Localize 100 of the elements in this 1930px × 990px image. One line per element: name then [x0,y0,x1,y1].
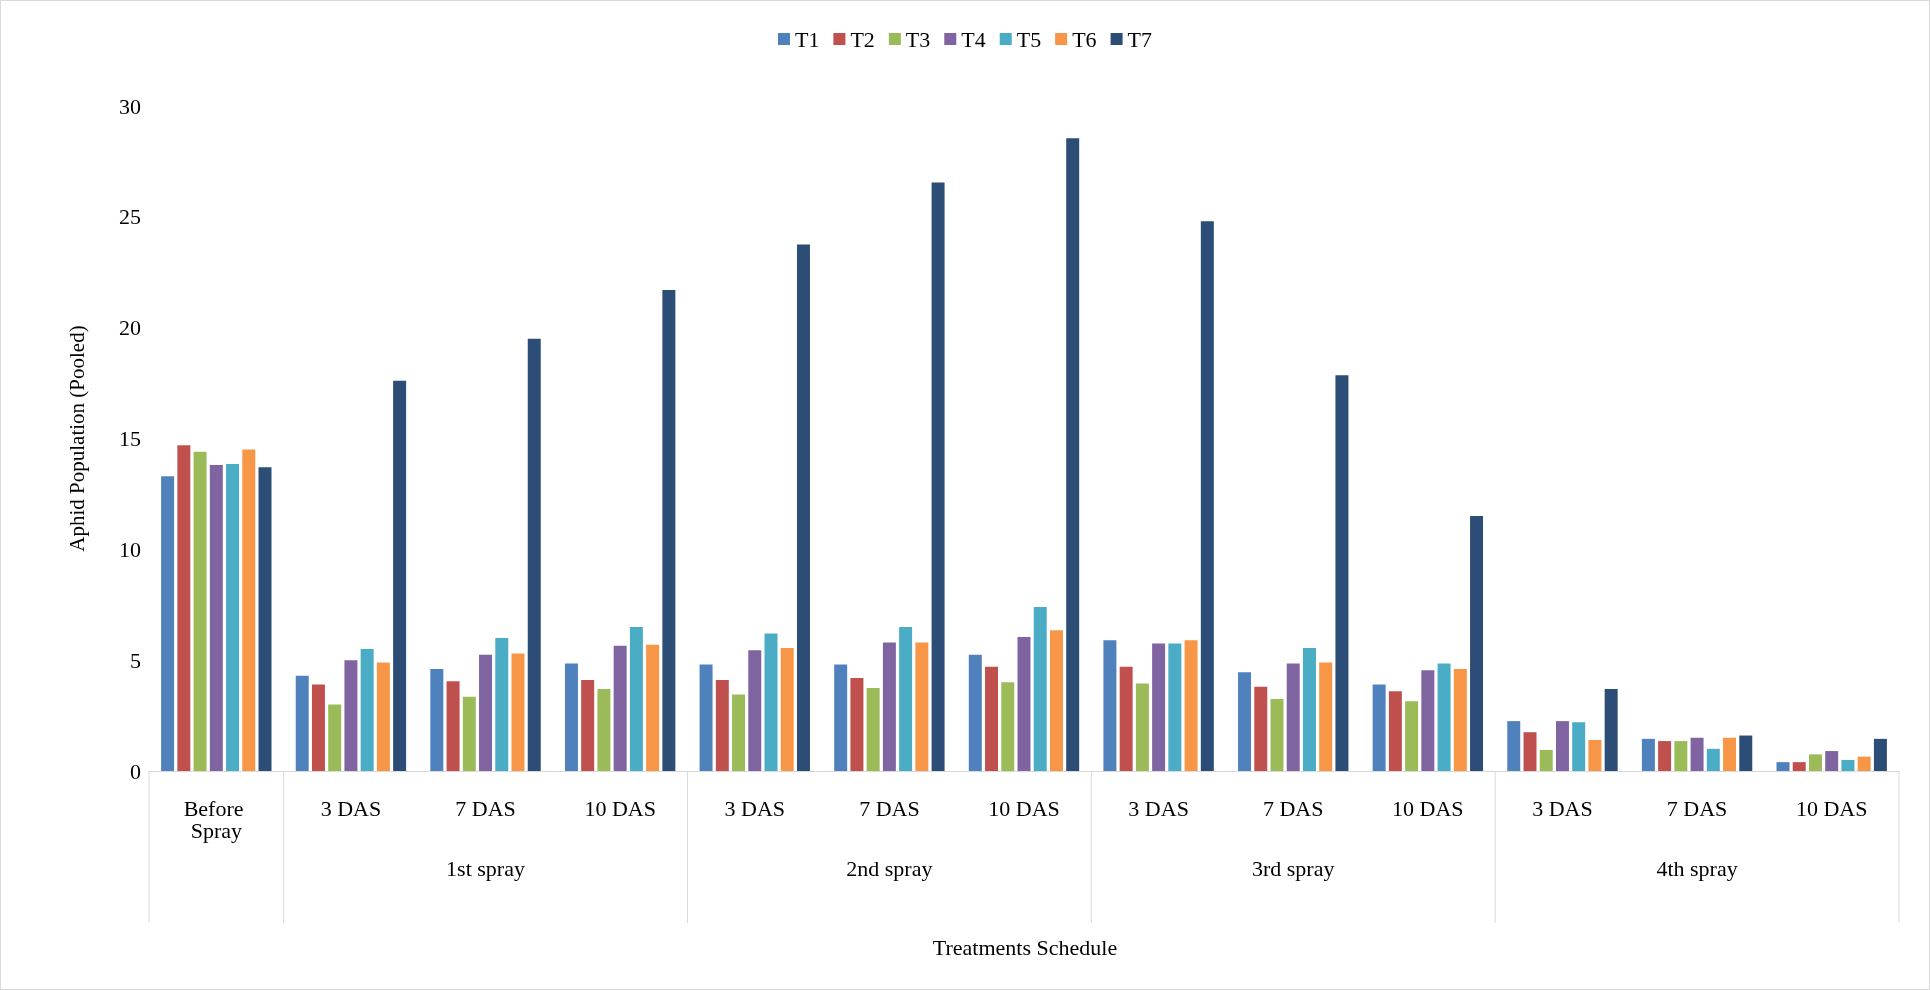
bar [613,645,627,771]
y-axis-title: Aphid Population (Pooled) [64,325,89,552]
legend-label: T4 [961,26,986,52]
x-tick-label: 7 DAS [1262,795,1324,821]
bar [662,289,676,771]
bar [1049,630,1063,771]
bar [1302,647,1316,771]
x-axis-title: Treatments Schedule [932,934,1118,960]
bar [430,669,444,771]
bar [258,467,272,771]
bar [1388,691,1402,771]
x-tick-label: 10 DAS [1795,795,1868,821]
y-tick-label: 0 [130,758,141,784]
bar [899,626,913,771]
bar [1033,606,1047,771]
bar [866,687,880,771]
bar [1254,686,1268,771]
bar [732,694,746,771]
bar [1690,737,1704,771]
x-tick-label: Before Spray [183,795,249,843]
bar [915,642,929,771]
bar [597,688,611,771]
legend-label: T6 [1072,26,1097,52]
bar [511,653,525,771]
bar [699,664,713,771]
bar [1555,721,1569,771]
bar [1808,754,1822,771]
y-tick-label: 20 [119,315,141,341]
bar [1286,663,1300,771]
text: 1st spray [446,855,525,881]
x-tick-label: 7 DAS [1666,795,1728,821]
bar [1792,762,1806,771]
bar [764,633,778,771]
x-tick-label: 3 DAS [320,795,382,821]
bar [1776,762,1790,771]
bar [882,642,896,771]
legend-label: T5 [1016,26,1042,52]
bar [1572,722,1586,771]
y-tick-label: 30 [119,93,141,119]
bar [629,626,643,771]
legend-label: T1 [794,26,820,52]
bar [1739,735,1753,771]
bar [1604,688,1618,771]
bar [985,666,999,771]
bar [360,649,374,771]
bar [564,663,578,771]
bar [311,684,325,771]
bar [462,696,476,771]
bar [1523,732,1537,771]
bar [1119,666,1133,771]
bar [446,681,460,771]
bar [344,660,358,771]
x-tick-label: 10 DAS [584,795,656,821]
bar [1152,643,1166,771]
x-tick-label: 10 DAS [1392,795,1464,821]
x-tick-label: 3 DAS [1128,795,1189,821]
bar [1135,683,1149,771]
bar [646,644,660,771]
bar [1270,698,1284,771]
bar [1017,636,1031,771]
y-tick-label: 25 [119,204,141,230]
legend-label: T7 [1127,26,1153,52]
bar [1001,682,1015,771]
bar [1453,669,1467,771]
bar [295,675,309,771]
y-tick-label: 15 [119,426,141,451]
x-tick-label: 7 DAS [859,795,920,821]
bar [1706,748,1720,771]
bar [161,476,175,771]
y-tick-label: 10 [119,536,141,562]
text: 3rd spray [1251,855,1335,881]
bar [796,244,810,771]
bar [1857,756,1871,771]
x-tick-label: 10 DAS [988,795,1060,821]
bar [226,463,240,771]
legend-label: T2 [850,26,875,52]
bar [209,465,223,771]
bar [495,638,509,771]
bar [1674,741,1688,771]
bar [1372,684,1386,771]
bar [393,380,407,771]
bar [715,680,729,771]
bar [1873,738,1887,771]
bar [834,664,848,771]
bar [376,662,390,771]
x-tick-label: 7 DAS [455,795,516,821]
bar [1658,741,1672,771]
bar [1335,375,1349,771]
bar [1507,721,1521,771]
bar [1238,672,1252,771]
text: 4th spray [1656,855,1738,881]
x-tick-label: 3 DAS [724,795,786,821]
bar [479,654,493,771]
bar [193,451,207,771]
x-tick-label: 3 DAS [1532,795,1593,821]
bar [1841,759,1855,771]
bar [581,680,595,771]
bar [1825,751,1839,771]
bar [1184,640,1198,771]
bar [748,650,762,771]
